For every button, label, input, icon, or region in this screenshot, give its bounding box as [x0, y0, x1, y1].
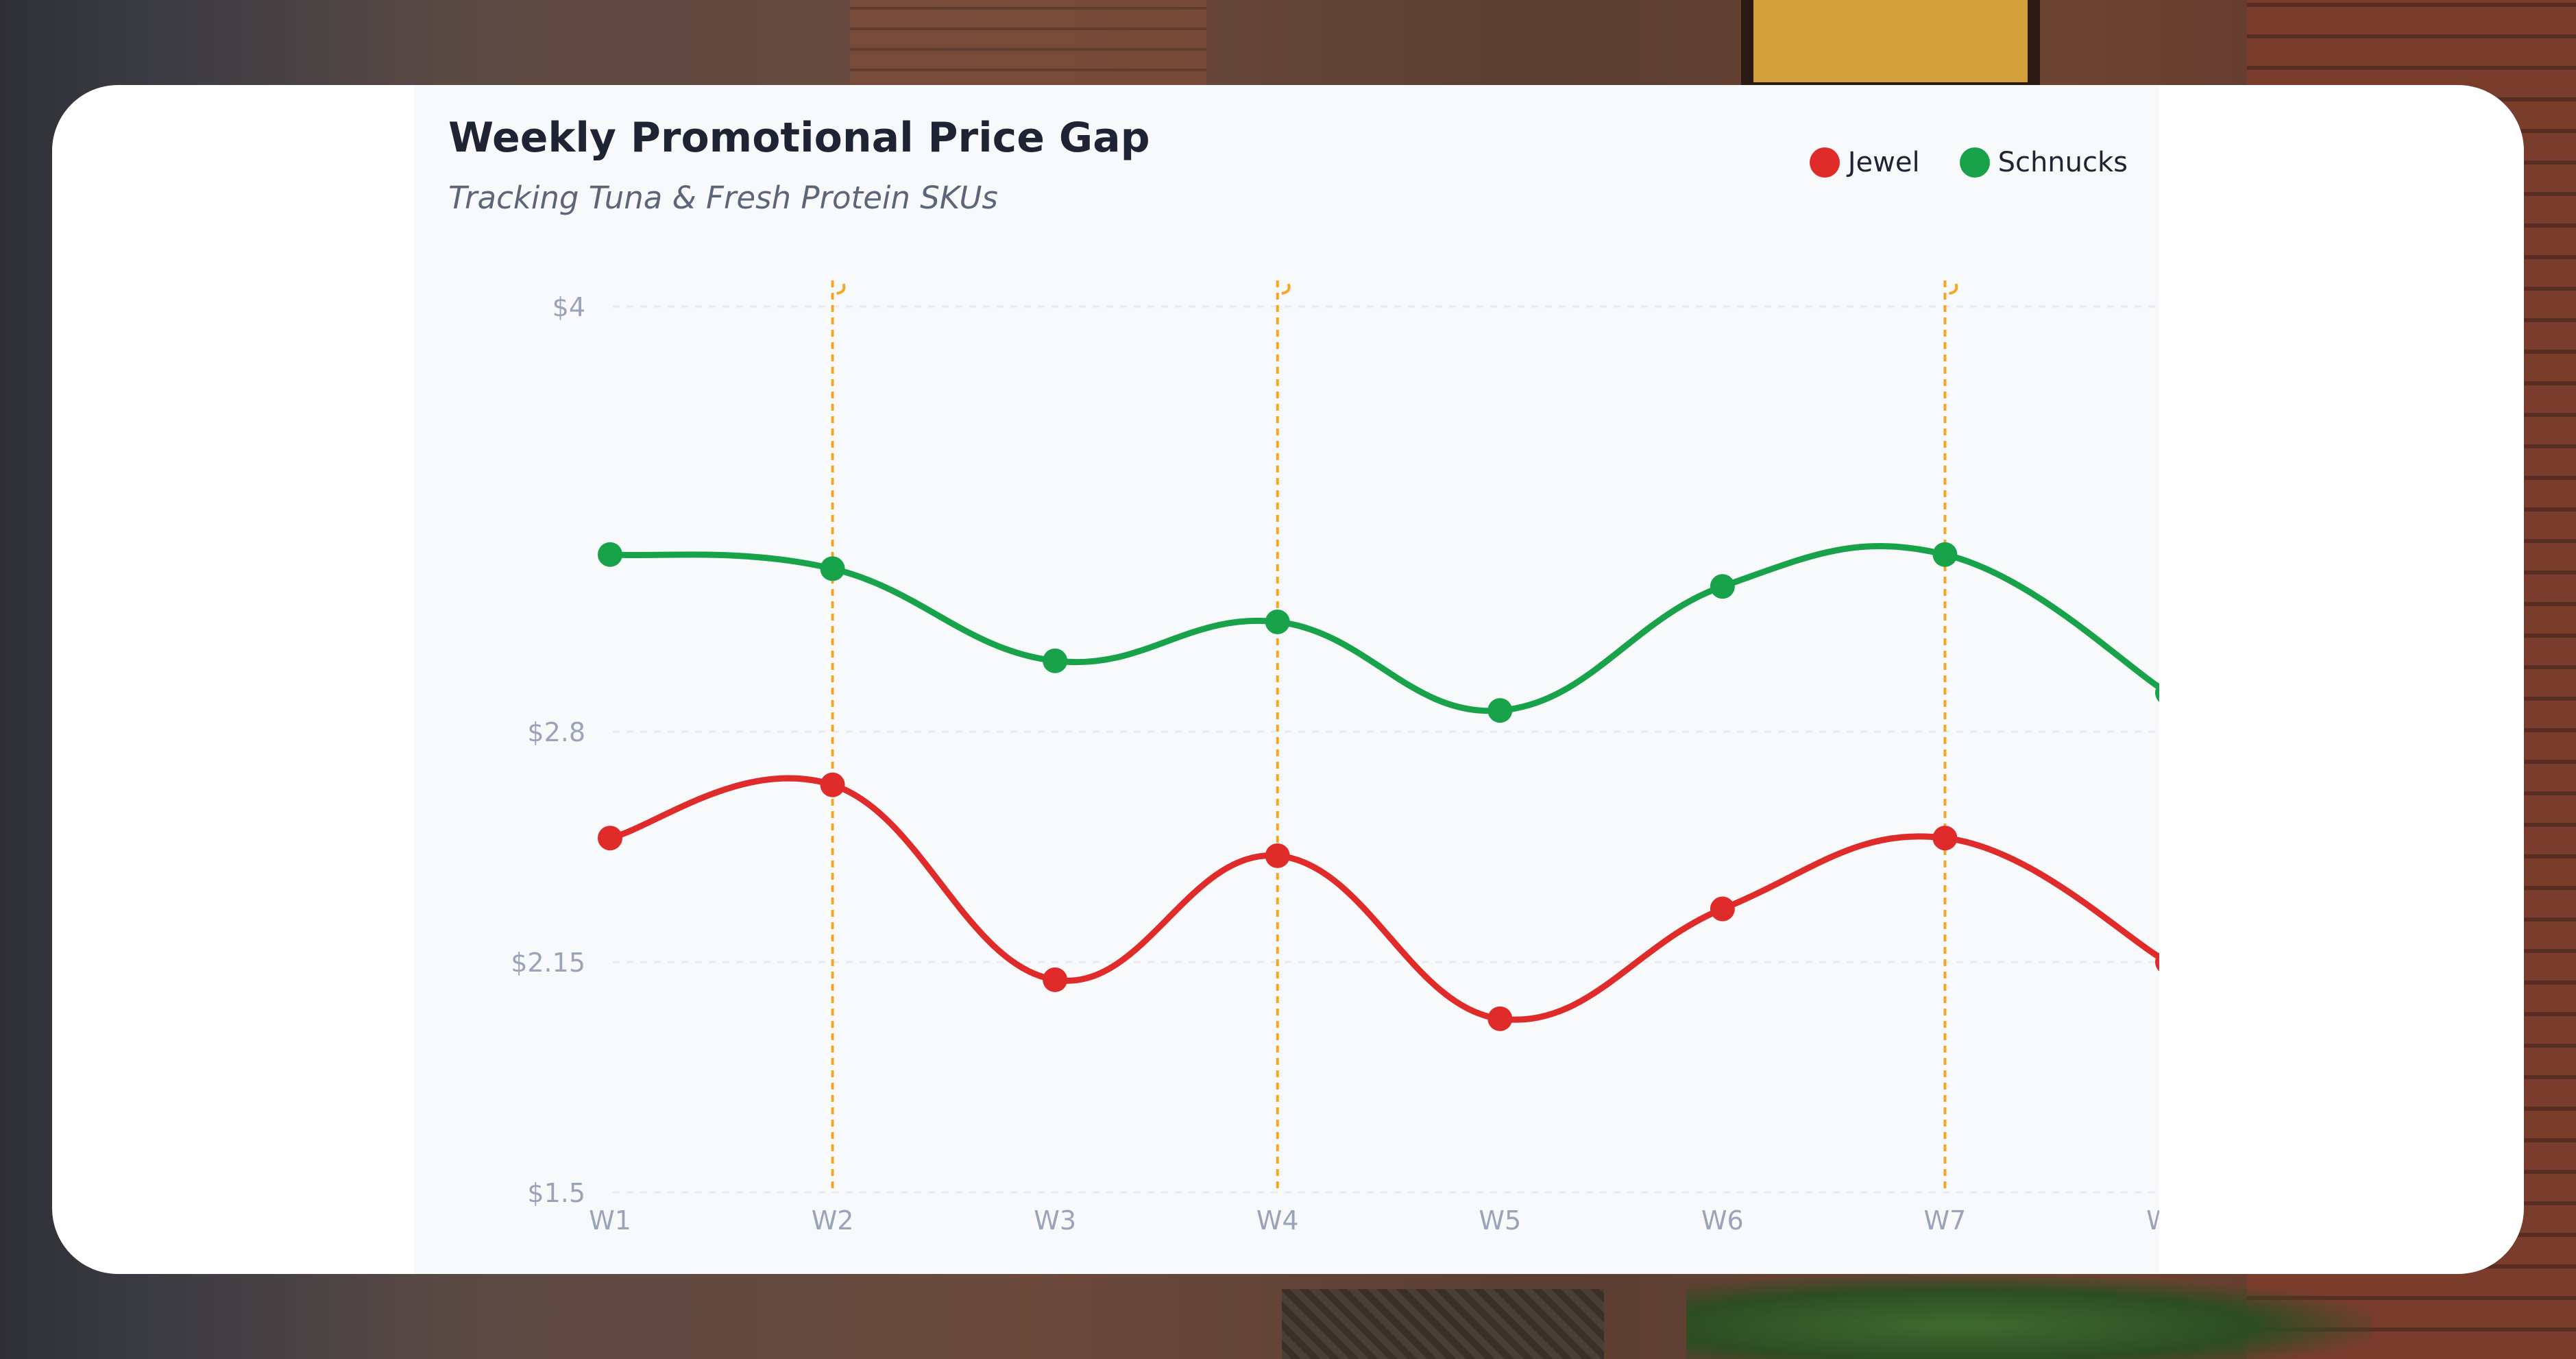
legend-label-jewel: Jewel: [1847, 147, 1920, 178]
data-point-schnucks: [1265, 609, 1290, 634]
legend-label-schnucks: Schnucks: [1997, 147, 2128, 178]
chart-subtitle: Tracking Tuna & Fresh Protein SKUs: [448, 180, 998, 216]
doormat: [1282, 1289, 1604, 1359]
x-tick-label: W6: [1701, 1205, 1744, 1236]
series-line-jewel: [607, 775, 2159, 1023]
chart-title: Weekly Promotional Price Gap: [448, 114, 1150, 162]
data-point-schnucks: [1043, 648, 1068, 673]
fern-plant: [1686, 1275, 2372, 1359]
y-tick-label: $1.5: [527, 1178, 585, 1208]
x-tick-label: W5: [1479, 1205, 1521, 1236]
chart-panel: Weekly Promotional Price Gap Tracking Tu…: [414, 85, 2159, 1274]
legend-item-jewel: Jewel: [1809, 147, 1920, 178]
data-point-jewel: [1932, 826, 1958, 851]
x-tick-label: W4: [1256, 1205, 1299, 1236]
x-tick-label: W2: [812, 1205, 854, 1236]
data-point-schnucks: [1932, 542, 1958, 567]
data-point-jewel: [1043, 967, 1068, 992]
data-point-schnucks: [1487, 698, 1513, 723]
series-line-schnucks: [607, 542, 2159, 714]
chart-card: Weekly Promotional Price Gap Tracking Tu…: [52, 85, 2524, 1274]
legend-item-schnucks: Schnucks: [1959, 147, 2128, 178]
lit-window: [1741, 0, 2040, 95]
data-point-jewel: [1487, 1006, 1513, 1031]
data-point-jewel: [1265, 843, 1290, 869]
chart-legend: Jewel Schnucks: [1809, 147, 2128, 178]
promo-marker: [1949, 283, 1958, 295]
data-point-jewel: [820, 772, 845, 797]
x-tick-label: W8: [2146, 1205, 2159, 1236]
data-point-schnucks: [2155, 683, 2159, 702]
y-tick-label: $2.15: [511, 948, 585, 978]
legend-dot-schnucks: [1959, 147, 1990, 178]
data-point-jewel: [2155, 952, 2159, 972]
y-tick-label: $4: [552, 292, 585, 322]
data-point-schnucks: [598, 542, 622, 567]
promo-marker: [836, 283, 846, 295]
x-tick-label: W1: [589, 1205, 631, 1236]
brick-wall: [850, 0, 1206, 89]
x-tick-label: W3: [1034, 1205, 1076, 1236]
promo-marker: [1281, 283, 1291, 295]
legend-dot-jewel: [1809, 147, 1840, 178]
y-tick-label: $2.8: [527, 717, 585, 747]
x-tick-label: W7: [1924, 1205, 1967, 1236]
line-chart: $4 $2.8 $2.15 $1.5W1 W2 W3 W4 W5 W6 W7 W8: [511, 280, 2159, 1236]
data-point-jewel: [598, 826, 622, 851]
data-point-schnucks: [820, 556, 845, 581]
data-point-jewel: [1710, 896, 1735, 922]
data-point-schnucks: [1710, 574, 1735, 599]
